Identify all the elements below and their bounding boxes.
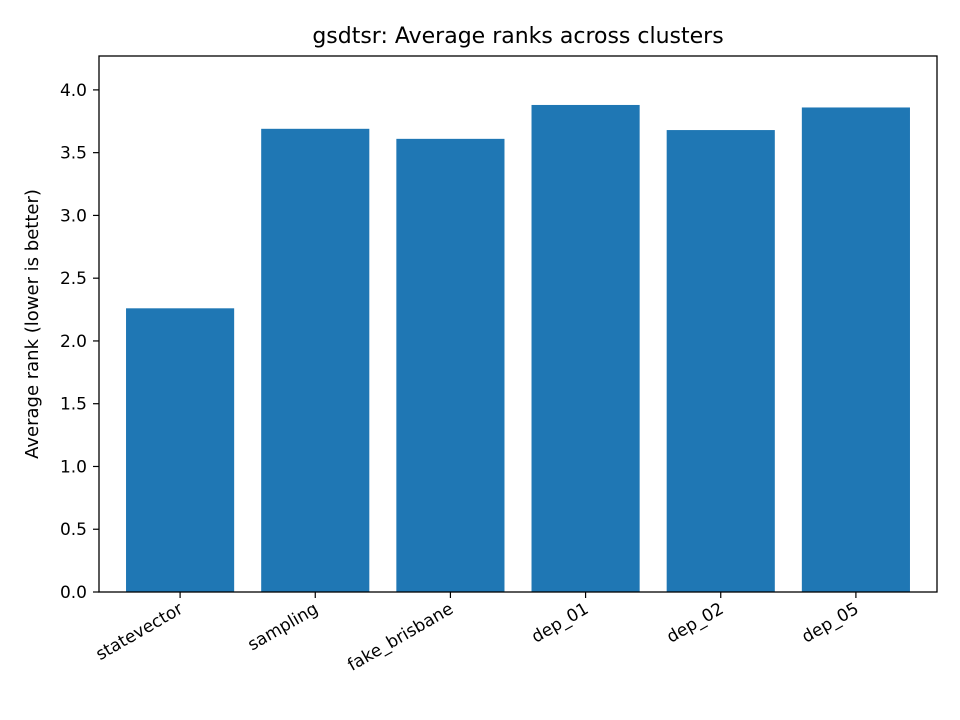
y-tick-label: 2.0: [60, 332, 87, 352]
y-tick-label: 0.0: [60, 583, 87, 603]
bar-dep-02: [666, 130, 775, 592]
y-tick-label: 1.5: [60, 395, 87, 415]
bar-fake-brisbane: [396, 138, 505, 592]
y-tick-label: 0.5: [60, 520, 87, 540]
y-tick-label: 2.5: [60, 269, 87, 289]
y-axis: 0.0 0.5 1.0 1.5 2.0 2.5 3.0 3.5 4.0: [60, 81, 99, 603]
bar-statevector: [126, 308, 235, 592]
y-tick-label: 3.5: [60, 144, 87, 164]
plot-frame: [98, 55, 938, 593]
y-tick-label: 3.0: [60, 206, 87, 226]
bars-group: [126, 104, 910, 593]
y-axis-label: Average rank (lower is better): [22, 189, 43, 459]
bar-sampling: [261, 128, 370, 592]
bar-dep-05: [801, 107, 910, 592]
bar-dep-01: [531, 104, 640, 593]
y-tick-label: 1.0: [60, 457, 87, 477]
chart-title: gsdtsr: Average ranks across clusters: [312, 24, 723, 49]
y-tick-label: 4.0: [60, 81, 87, 101]
